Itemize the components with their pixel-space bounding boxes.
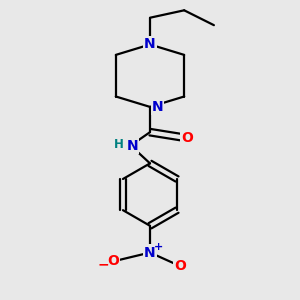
Text: N: N [144, 38, 156, 52]
Text: N: N [144, 245, 156, 260]
Text: N: N [126, 139, 138, 152]
Text: O: O [174, 259, 186, 273]
Text: −: − [98, 257, 109, 272]
Text: +: + [154, 242, 163, 252]
Text: O: O [181, 131, 193, 145]
Text: N: N [152, 100, 163, 114]
Text: O: O [107, 254, 119, 268]
Text: H: H [114, 138, 124, 151]
